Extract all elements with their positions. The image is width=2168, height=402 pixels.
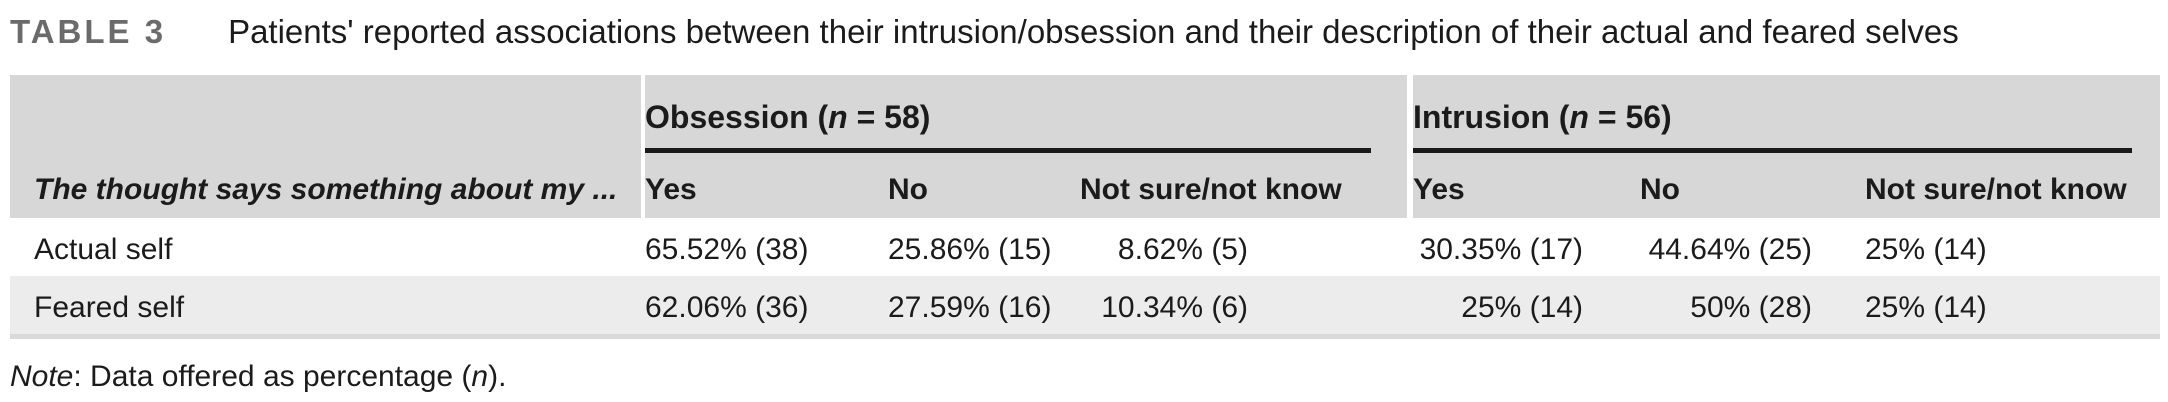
- cell-feared-obsession-no: 27.59% (16): [888, 276, 1080, 334]
- data-table: Obsession (n = 58) Intrusion (n = 56) Th…: [10, 75, 2160, 339]
- group-obsession-suffix: = 58): [847, 99, 931, 135]
- group-intrusion-n: n: [1569, 99, 1589, 135]
- note-word: Note: [10, 360, 74, 393]
- cell-value: 44.64% (25): [1648, 233, 1812, 266]
- cell-value: 8.62% (5): [1117, 233, 1248, 266]
- cell-value: 25.86% (15): [888, 233, 1052, 266]
- cell-actual-obsession-yes: 65.52% (38): [645, 233, 809, 266]
- table-number-label: TABLE 3: [10, 13, 167, 50]
- column-header-obsession-notsure: Not sure/not know: [1080, 153, 1413, 218]
- table-caption: TABLE 3 Patients' reported associations …: [10, 13, 1959, 51]
- group-intrusion-suffix: = 56): [1588, 99, 1672, 135]
- cell-actual-intrusion-no: 44.64% (25): [1640, 218, 1865, 276]
- column-header-intrusion-notsure: Not sure/not know: [1865, 153, 2160, 218]
- group-intrusion-prefix: Intrusion (: [1413, 99, 1570, 135]
- group-header-rule-obsession: [645, 148, 1371, 153]
- group-header-intrusion: Intrusion (n = 56): [1413, 75, 2160, 153]
- note-n: n: [471, 360, 489, 393]
- table-title-text: Patients' reported associations between …: [228, 13, 1959, 50]
- spanner-row-stub-cell: [10, 75, 645, 153]
- group-header-intrusion-label: Intrusion (n = 56): [1413, 99, 2160, 136]
- cell-feared-intrusion-notsure: 25% (14): [1865, 276, 2160, 334]
- row-label-feared-self: Feared self: [10, 276, 645, 334]
- cell-value: 50% (28): [1690, 291, 1812, 324]
- column-header-obsession-no: No: [888, 153, 1080, 218]
- group-obsession-n: n: [828, 99, 848, 135]
- group-header-obsession: Obsession (n = 58): [645, 75, 1413, 153]
- cell-value: 30.35% (17): [1419, 233, 1583, 266]
- cell-actual-obsession-no: 25.86% (15): [888, 218, 1080, 276]
- column-header-intrusion-no: No: [1640, 153, 1865, 218]
- column-header-row-label: The thought says something about my ...: [10, 153, 645, 218]
- cell-feared-obsession-yes: 62.06% (36): [645, 276, 888, 334]
- cell-value: 10.34% (6): [1101, 291, 1248, 324]
- group-header-rule-intrusion: [1413, 148, 2132, 153]
- cell-actual-intrusion-notsure: 25% (14): [1865, 233, 1987, 266]
- cell-value: 25% (14): [1461, 291, 1583, 324]
- cell-feared-obsession-notsure: 10.34% (6): [1080, 276, 1413, 334]
- cell-feared-intrusion-yes: 25% (14): [1413, 276, 1640, 334]
- note-body: : Data offered as percentage (: [73, 360, 472, 393]
- note-close: ).: [488, 360, 507, 393]
- group-obsession-prefix: Obsession (: [645, 99, 829, 135]
- column-header-obsession-yes: Yes: [645, 153, 888, 218]
- group-header-obsession-label: Obsession (n = 58): [645, 99, 1407, 136]
- cell-feared-intrusion-no: 50% (28): [1640, 276, 1865, 334]
- table-note: Note: Data offered as percentage (n).: [10, 360, 506, 394]
- cell-actual-intrusion-yes: 30.35% (17): [1413, 218, 1640, 276]
- cell-value: 27.59% (16): [888, 291, 1052, 324]
- column-header-intrusion-yes: Yes: [1413, 153, 1640, 218]
- row-label-actual-self: Actual self: [34, 233, 173, 266]
- cell-actual-obsession-notsure: 8.62% (5): [1080, 218, 1413, 276]
